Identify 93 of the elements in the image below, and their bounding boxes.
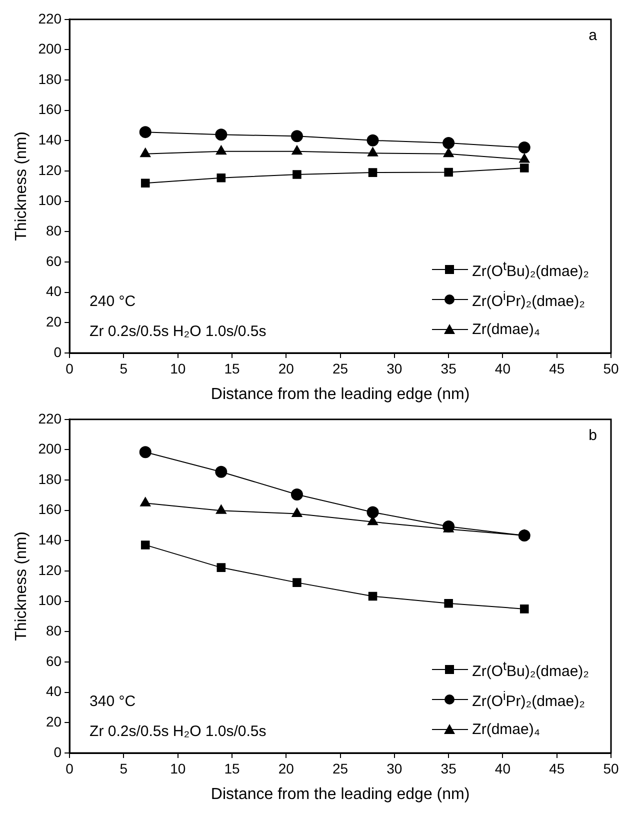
point (518, 142, 530, 154)
y-tick-label: 60 (46, 652, 62, 669)
annotation: Zr 0.2s/0.5s H₂O 1.0s/0.5s (90, 722, 266, 742)
point (368, 592, 378, 601)
point (292, 578, 302, 587)
point (292, 170, 302, 179)
point (216, 173, 226, 182)
point (216, 563, 226, 572)
point (140, 540, 150, 550)
x-axis-title: Distance from the leading edge (nm) (210, 386, 470, 403)
y-tick-label: 160 (38, 101, 62, 118)
point (519, 154, 530, 163)
y-tick-label: 200 (38, 440, 62, 457)
point (215, 466, 228, 478)
y-tick-label: 0 (54, 744, 62, 760)
annotation: a (588, 27, 597, 44)
point (442, 136, 455, 149)
y-tick-label: 180 (38, 70, 62, 87)
annotation: 240 °C (90, 292, 137, 312)
x-axis-title: Distance from the leading edge (nm) (210, 786, 470, 803)
annotation: b (588, 427, 597, 444)
point (216, 504, 226, 514)
y-tick-label: 60 (46, 252, 62, 269)
y-tick-label: 40 (46, 683, 62, 700)
y-tick-label: 120 (38, 162, 62, 178)
y-tick-label: 80 (46, 222, 62, 239)
point (140, 178, 150, 188)
x-tick-label: 25 (332, 760, 348, 776)
x-tick-label: 5 (120, 760, 128, 776)
y-tick-label: 100 (38, 192, 62, 208)
y-tick-label: 100 (38, 592, 62, 608)
x-tick-label: 25 (332, 360, 348, 376)
point (444, 168, 453, 177)
y-tick-label: 160 (38, 501, 62, 518)
x-tick-label: 30 (386, 360, 402, 376)
point (443, 148, 454, 158)
x-tick-label: 40 (494, 760, 511, 776)
x-tick-label: 50 (603, 760, 619, 776)
x-tick-label: 30 (386, 760, 402, 776)
x-tick-label: 20 (278, 760, 294, 776)
point (292, 145, 302, 155)
y-tick-label: 220 (38, 10, 62, 26)
y-tick-label: 140 (38, 532, 62, 548)
y-axis-title: Thickness (nm) (13, 132, 30, 241)
y-tick-label: 120 (38, 562, 62, 578)
y-tick-label: 80 (46, 622, 62, 639)
annotation: 340 °C (90, 692, 137, 712)
y-tick-label: 0 (54, 344, 62, 360)
point (140, 148, 151, 158)
x-tick-label: 50 (603, 360, 619, 376)
y-tick-label: 140 (38, 132, 62, 148)
point (139, 446, 152, 458)
x-tick-label: 20 (278, 360, 294, 376)
y-tick-label: 20 (46, 714, 62, 730)
legend-label: Zr(O$^{i}$Pr)₂(dmae)₂ (472, 689, 585, 710)
y-tick-label: 20 (46, 314, 62, 330)
legend-label: Zr(dmae)₄ (472, 721, 540, 738)
y-tick-label: 200 (38, 40, 62, 57)
legend-label: Zr(O$^{t}$Bu)₂(dmae)₂ (472, 259, 589, 280)
point (290, 130, 303, 142)
x-tick-label: 5 (120, 360, 128, 376)
point (366, 134, 379, 146)
x-tick-label: 35 (440, 760, 457, 776)
point (368, 168, 378, 177)
point (368, 147, 378, 156)
point (444, 598, 453, 608)
x-tick-label: 35 (440, 360, 457, 376)
y-axis-title: Thickness (nm) (13, 532, 30, 641)
x-tick-label: 15 (224, 360, 240, 376)
point (292, 508, 302, 517)
x-tick-label: 45 (549, 360, 565, 376)
legend-label: Zr(O$^{t}$Bu)₂(dmae)₂ (472, 659, 589, 680)
y-tick-label: 40 (46, 283, 62, 300)
x-tick-label: 45 (549, 760, 565, 776)
legend-label: Zr(dmae)₄ (472, 321, 540, 338)
x-tick-label: 0 (66, 360, 74, 376)
annotation: Zr 0.2s/0.5s H₂O 1.0s/0.5s (90, 322, 266, 342)
x-tick-label: 15 (224, 760, 240, 776)
point (140, 497, 151, 506)
legend-label: Zr(O$^{i}$Pr)₂(dmae)₂ (472, 289, 585, 310)
point (366, 506, 379, 518)
point (216, 145, 226, 155)
y-tick-label: 180 (38, 470, 62, 487)
x-tick-label: 40 (494, 360, 511, 376)
point (520, 164, 529, 172)
point (139, 126, 152, 138)
point (520, 604, 529, 614)
x-tick-label: 0 (66, 760, 74, 776)
point (215, 128, 228, 141)
y-tick-label: 220 (38, 410, 62, 426)
x-tick-label: 10 (170, 760, 186, 776)
point (290, 488, 303, 500)
x-tick-label: 10 (170, 360, 186, 376)
